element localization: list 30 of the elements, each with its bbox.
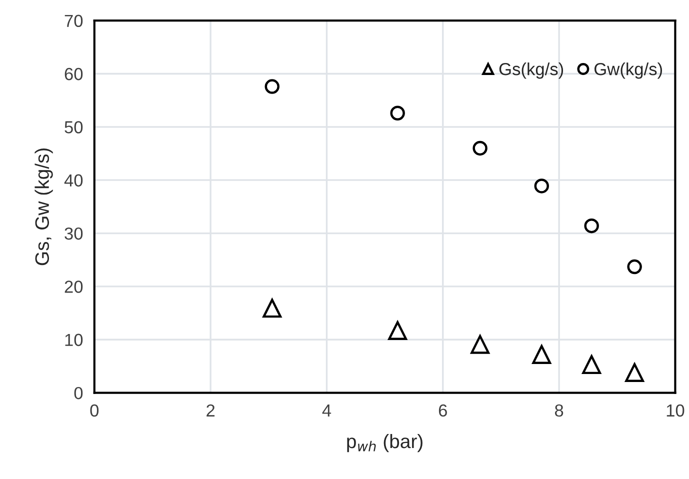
point: [584, 218, 599, 234]
y-tick-label: 70: [64, 14, 83, 28]
x-tick-label: 8: [554, 404, 564, 417]
x-tick-label: 2: [206, 404, 215, 416]
point: [472, 140, 488, 156]
y-tick-label: 50: [64, 121, 83, 134]
legend-label: Gw(kg/s): [594, 62, 662, 79]
point: [532, 345, 552, 364]
point: [625, 363, 644, 382]
x-tick-label: 4: [322, 404, 332, 416]
point: [534, 178, 549, 194]
y-tick-label: 60: [64, 68, 83, 80]
y-tick-label: 20: [64, 280, 83, 293]
y-tick-label: 30: [64, 227, 83, 240]
point: [582, 355, 602, 374]
y-tick-label: 40: [64, 174, 83, 187]
point: [264, 79, 280, 94]
point: [627, 259, 642, 274]
legend-label: Gs(kg/s): [499, 62, 564, 79]
y-tick-label: 10: [65, 334, 83, 346]
x-tick-label: 10: [666, 404, 684, 417]
x-axis-title: p$_{wh}$ (bar): [347, 434, 422, 452]
x-tick-label: 6: [438, 404, 447, 417]
point: [470, 334, 490, 354]
point: [390, 106, 405, 120]
y-axis-title: Gs, Gw (kg/s): [34, 148, 53, 266]
x-tick-label: 0: [90, 404, 99, 417]
y-tick-label: 0: [74, 386, 83, 400]
point: [388, 321, 408, 340]
point: [262, 298, 282, 318]
